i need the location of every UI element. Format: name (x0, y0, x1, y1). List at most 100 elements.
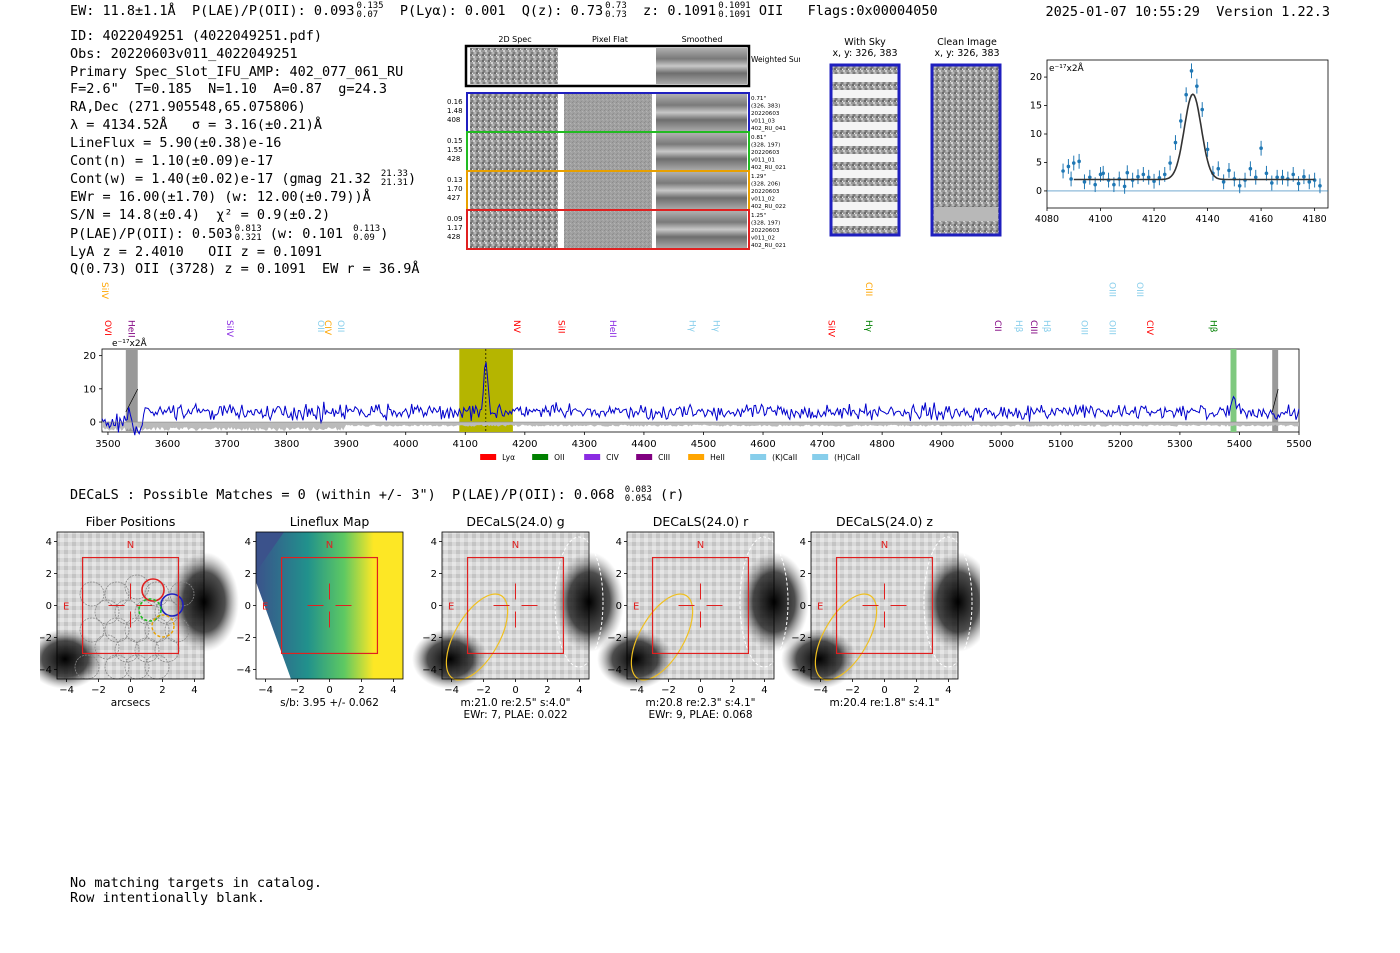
legend-swatch (636, 454, 653, 460)
header-plae-hi: 0.135 (356, 1, 384, 11)
decals-y-tick-label: −2 (422, 633, 437, 644)
spectrum-y-tick-label: 0 (90, 418, 96, 429)
decals-panel-sub2: EWr: 9, PLAE: 0.068 (648, 709, 752, 721)
spectral-line-label: CIV (1144, 320, 1154, 336)
with-sky-image (829, 63, 901, 237)
spec2d-row-right-label: v011_02 (751, 197, 775, 203)
spectral-line-label: CIII (1028, 320, 1038, 334)
decals-x-tick-label: −2 (845, 685, 860, 696)
zoom-data-point (1248, 166, 1253, 171)
decals-x-tick-label: 4 (945, 685, 951, 696)
fiber-circle (144, 617, 170, 643)
decals-aperture-ellipse (814, 593, 878, 681)
north-label: N (326, 540, 333, 551)
zoom-data-point (1162, 172, 1167, 177)
spectral-line-label: CIV (322, 320, 332, 336)
spectrum-bands (125, 349, 1279, 432)
spec2d-row-right-label: v011_03 (751, 119, 775, 125)
spec2d-cutout (470, 94, 558, 131)
lineflux-map-blank (256, 582, 291, 679)
masked-band-hatch (1271, 388, 1279, 413)
decals-y-tick-label: 4 (245, 537, 251, 548)
spectral-line-label: OIII (1106, 320, 1116, 335)
zoom-data-point (1318, 184, 1322, 188)
footer-notes: No matching targets in catalog. Row inte… (70, 876, 322, 906)
decals-x-tick-label: −2 (476, 685, 491, 696)
decals-panel-title: DECaLS(24.0) r (653, 514, 749, 529)
decals-x-tick-label: 4 (191, 685, 197, 696)
version: Version 1.22.3 (1216, 4, 1330, 20)
fiber-circle (104, 617, 130, 643)
zoom-data-point (1216, 166, 1221, 171)
spectrum-x-tick-label: 4300 (572, 439, 597, 450)
decals-x-tick-label: 2 (358, 685, 364, 696)
spec2d-row-right-label: 402_RU_021 (751, 165, 786, 171)
decals-panel-sub1: m:20.8 re:2.3" s:4.1" (646, 697, 756, 709)
decals-x-tick-label: −4 (444, 685, 459, 696)
decals-y-tick-label: 0 (616, 601, 622, 612)
zoom-data-point (1061, 169, 1065, 173)
decals-aperture-ellipse (630, 593, 694, 681)
pixel-flat-cutout (564, 211, 652, 248)
zoom-data-point (1146, 175, 1151, 180)
header-flags: Flags:0x00004050 (807, 3, 938, 19)
fiber-circle (164, 617, 190, 643)
info-lambda: λ = 4134.52Å σ = 3.16(±0.21)Å (70, 116, 322, 133)
zoom-data-point (1179, 119, 1183, 123)
decals-search-box (81, 556, 180, 655)
east-label: E (63, 602, 69, 613)
spectral-line-label: OVI (102, 320, 112, 336)
lineflux-map-region (256, 532, 284, 572)
header-timestamp-version: 2025-01-07 10:55:29 Version 1.22.3 (1046, 4, 1331, 20)
info-cont-w-text: Cont(w) = 1.40(±0.02)e-17 (gmag 21.32 (70, 171, 371, 188)
decals-x-tick-label: −2 (290, 685, 305, 696)
header-plya: P(Lyα): 0.001 (399, 3, 506, 19)
spectrum-x-tick-label: 3700 (214, 439, 239, 450)
spectral-line-label: Hγ (710, 320, 720, 333)
spectral-line-label: SiIV (224, 320, 234, 338)
decals-panel-title: Lineflux Map (290, 514, 370, 529)
info-ewr: EWr = 16.00(±1.70) (w: 12.00(±0.79))Å (70, 189, 371, 206)
footer-line-2: Row intentionally blank. (70, 890, 266, 906)
decals-y-tick-label: −2 (607, 633, 622, 644)
spectrum-x-tick-label: 4600 (750, 439, 775, 450)
spec2d-row-right-label: 1.29" (751, 174, 766, 180)
info-fit: F=2.6" T=0.185 N=1.10 A=0.87 g=24.3 (70, 81, 387, 98)
decals-y-tick-label: −4 (422, 665, 437, 676)
smoothed-cutout (656, 133, 747, 170)
clean-xy: x, y: 326, 383 (934, 48, 1000, 59)
weighted-sum-2d (470, 48, 558, 84)
masked-band-hatch (125, 388, 139, 413)
zoom-ticks: 4080 4100 4120 4140 4160 4180 0 5 10 15 20 (1030, 72, 1328, 225)
spec2d-row-right-label: (328, 197) (751, 221, 780, 227)
clean-masked-band (934, 207, 998, 221)
spectral-line-label: SiIV (99, 282, 109, 300)
spectrum-x-tick-label: 4200 (512, 439, 537, 450)
spectral-line-label: Hγ (863, 320, 873, 333)
spec2d-row-right-label: (328, 197) (751, 143, 780, 149)
decals-target-source (781, 629, 857, 689)
decals-y-tick-label: −4 (40, 665, 52, 676)
zoom-x-tick-label: 4120 (1142, 214, 1166, 225)
spectrum-x-tick-label: 3900 (333, 439, 358, 450)
decals-y-tick-label: 0 (431, 601, 437, 612)
spectrum-x-tick-label: 3800 (274, 439, 299, 450)
info-plae-text: P(LAE)/P(OII): 0.503 (70, 225, 233, 242)
spectral-line-label: Hγ (687, 320, 697, 333)
spec2d-row-left-label: 1.55 (447, 146, 463, 154)
zoom-axes-frame (1046, 59, 1329, 209)
decals-neighbor-ellipse (554, 536, 604, 668)
legend-label: (K)CaII (772, 453, 797, 462)
north-label: N (697, 540, 704, 551)
decals-x-tick-label: 4 (761, 685, 767, 696)
spectrum-x-tick-label: 5200 (1108, 439, 1133, 450)
zoom-data-point (1082, 180, 1087, 184)
fiber-circle (124, 617, 150, 643)
spec2d-col-title-1: Pixel Flat (592, 35, 628, 44)
zoom-data-point (1259, 146, 1263, 151)
spec2d-row-left-label: 408 (447, 116, 460, 124)
decals-y-tick-label: 4 (800, 537, 806, 548)
legend-swatch (584, 454, 601, 460)
